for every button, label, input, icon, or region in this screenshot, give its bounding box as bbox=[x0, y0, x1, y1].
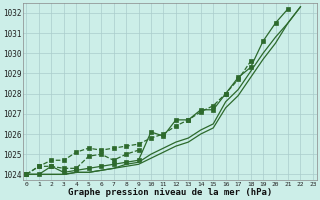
X-axis label: Graphe pression niveau de la mer (hPa): Graphe pression niveau de la mer (hPa) bbox=[68, 188, 272, 197]
